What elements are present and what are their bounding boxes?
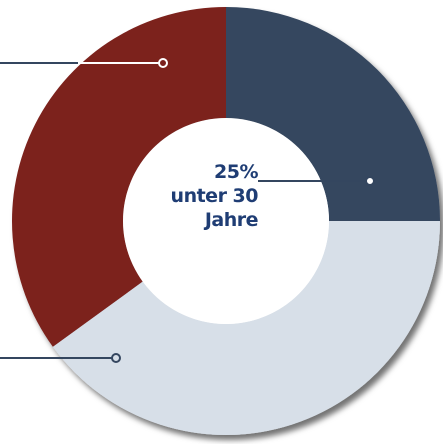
center-line1: unter 30 bbox=[170, 185, 259, 207]
pie-slice-2 bbox=[52, 221, 440, 435]
pie-slice-3 bbox=[12, 7, 227, 347]
pie-slice-1 bbox=[226, 7, 440, 221]
leader-light bbox=[0, 353, 121, 363]
center-value: 25% bbox=[214, 161, 258, 183]
clipped-label-top: 0 bbox=[0, 8, 12, 32]
donut-hole bbox=[123, 118, 329, 324]
leader-blue bbox=[258, 176, 375, 186]
center-line2: Jahre bbox=[204, 209, 259, 231]
center-label: 25% unter 30 Jahre bbox=[120, 160, 259, 232]
leader-red bbox=[0, 58, 168, 68]
